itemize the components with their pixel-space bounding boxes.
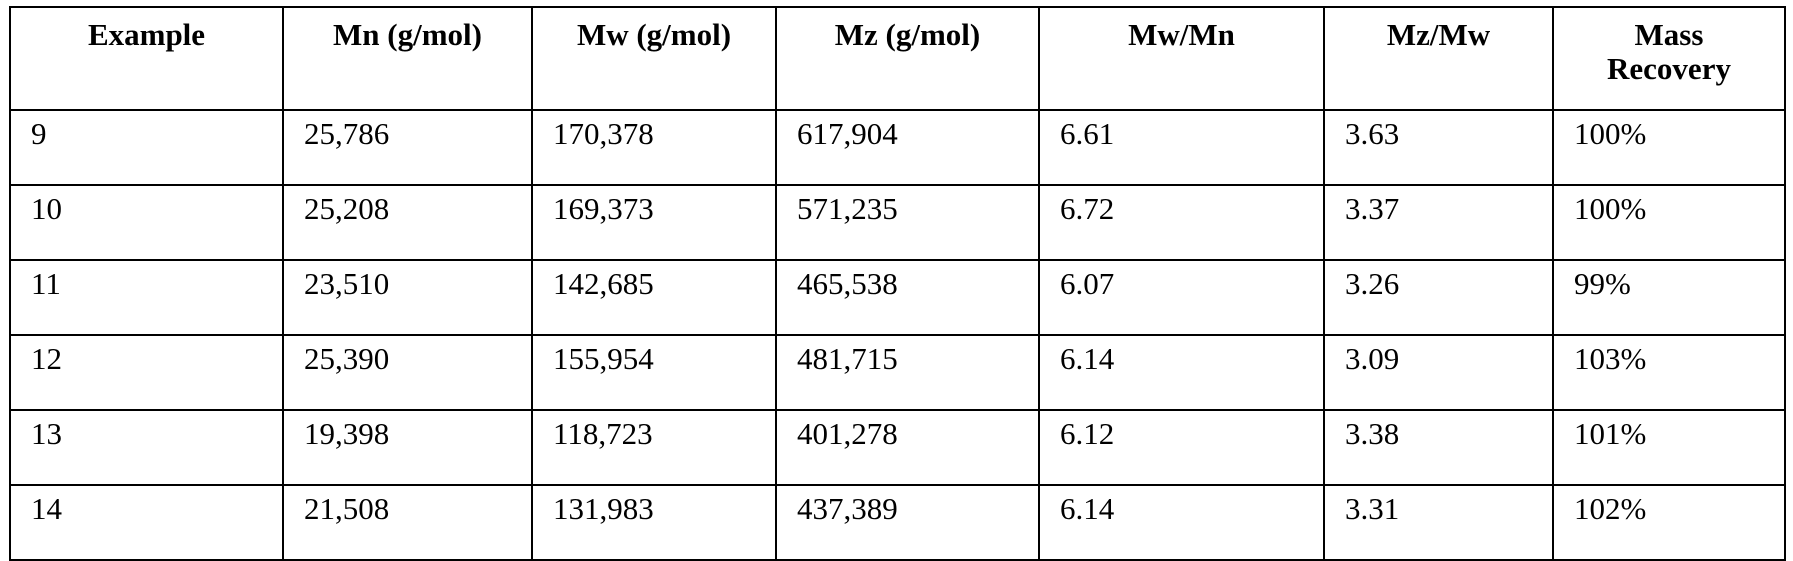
table-cell: 617,904 [776, 110, 1039, 185]
header-cell: Mw/Mn [1039, 7, 1324, 110]
table-cell: 99% [1553, 260, 1785, 335]
header-cell: Mn (g/mol) [283, 7, 532, 110]
table-cell: 131,983 [532, 485, 776, 560]
page: {"table": { "headers": ["Example", "Mn (… [0, 0, 1793, 533]
table-cell: 142,685 [532, 260, 776, 335]
table-cell: 481,715 [776, 335, 1039, 410]
table-cell: 571,235 [776, 185, 1039, 260]
table-cell: 3.09 [1324, 335, 1553, 410]
table-cell: 3.63 [1324, 110, 1553, 185]
header-cell: Mz (g/mol) [776, 7, 1039, 110]
table-cell: 6.61 [1039, 110, 1324, 185]
header-cell: Example [10, 7, 283, 110]
table-row: 1123,510142,685465,5386.073.2699% [10, 260, 1785, 335]
table-row: 1025,208169,373571,2356.723.37100% [10, 185, 1785, 260]
table-cell: 9 [10, 110, 283, 185]
table-cell: 25,786 [283, 110, 532, 185]
table-cell: 101% [1553, 410, 1785, 485]
table-cell: 6.12 [1039, 410, 1324, 485]
table-cell: 155,954 [532, 335, 776, 410]
table-cell: 401,278 [776, 410, 1039, 485]
header-row: Example Mn (g/mol) Mw (g/mol) Mz (g/mol) Mw/… [10, 7, 1785, 110]
header-text: Example [88, 18, 205, 52]
table-cell: 6.72 [1039, 185, 1324, 260]
table-cell: 6.07 [1039, 260, 1324, 335]
table-cell: 3.38 [1324, 410, 1553, 485]
table-cell: 10 [10, 185, 283, 260]
table-cell: 14 [10, 485, 283, 560]
table-cell: 102% [1553, 485, 1785, 560]
table-cell: 118,723 [532, 410, 776, 485]
header-cell: Mz/Mw [1324, 7, 1553, 110]
table-row: 1225,390155,954481,7156.143.09103% [10, 335, 1785, 410]
table-cell: 100% [1553, 185, 1785, 260]
table-cell: 25,208 [283, 185, 532, 260]
table-cell: 12 [10, 335, 283, 410]
header-cell: Mass Recovery [1553, 7, 1785, 110]
header-text: Mw (g/mol) [577, 18, 731, 52]
table-cell: 465,538 [776, 260, 1039, 335]
table-cell: 100% [1553, 110, 1785, 185]
table-cell: 23,510 [283, 260, 532, 335]
header-text: Mz/Mw [1387, 18, 1490, 52]
table-cell: 11 [10, 260, 283, 335]
table-cell: 170,378 [532, 110, 776, 185]
table-cell: 3.31 [1324, 485, 1553, 560]
table-cell: 21,508 [283, 485, 532, 560]
header-text: Mz (g/mol) [835, 18, 980, 52]
table-cell: 169,373 [532, 185, 776, 260]
table-cell: 6.14 [1039, 335, 1324, 410]
header-text: Mw/Mn [1128, 18, 1235, 52]
table-cell: 3.37 [1324, 185, 1553, 260]
table-row: 1421,508131,983437,3896.143.31102% [10, 485, 1785, 560]
table-cell: 25,390 [283, 335, 532, 410]
table-cell: 437,389 [776, 485, 1039, 560]
header-text: Mn (g/mol) [333, 18, 482, 52]
header-cell: Mw (g/mol) [532, 7, 776, 110]
table-row: 1319,398118,723401,2786.123.38101% [10, 410, 1785, 485]
table-cell: 3.26 [1324, 260, 1553, 335]
header-text: Mass Recovery [1584, 18, 1754, 86]
table-cell: 6.14 [1039, 485, 1324, 560]
data-table: Example Mn (g/mol) Mw (g/mol) Mz (g/mol) Mw/… [9, 6, 1786, 561]
table-cell: 13 [10, 410, 283, 485]
table-body: 925,786170,378617,9046.613.63100%1025,20… [10, 110, 1785, 560]
table-row: 925,786170,378617,9046.613.63100% [10, 110, 1785, 185]
table-cell: 19,398 [283, 410, 532, 485]
table-cell: 103% [1553, 335, 1785, 410]
